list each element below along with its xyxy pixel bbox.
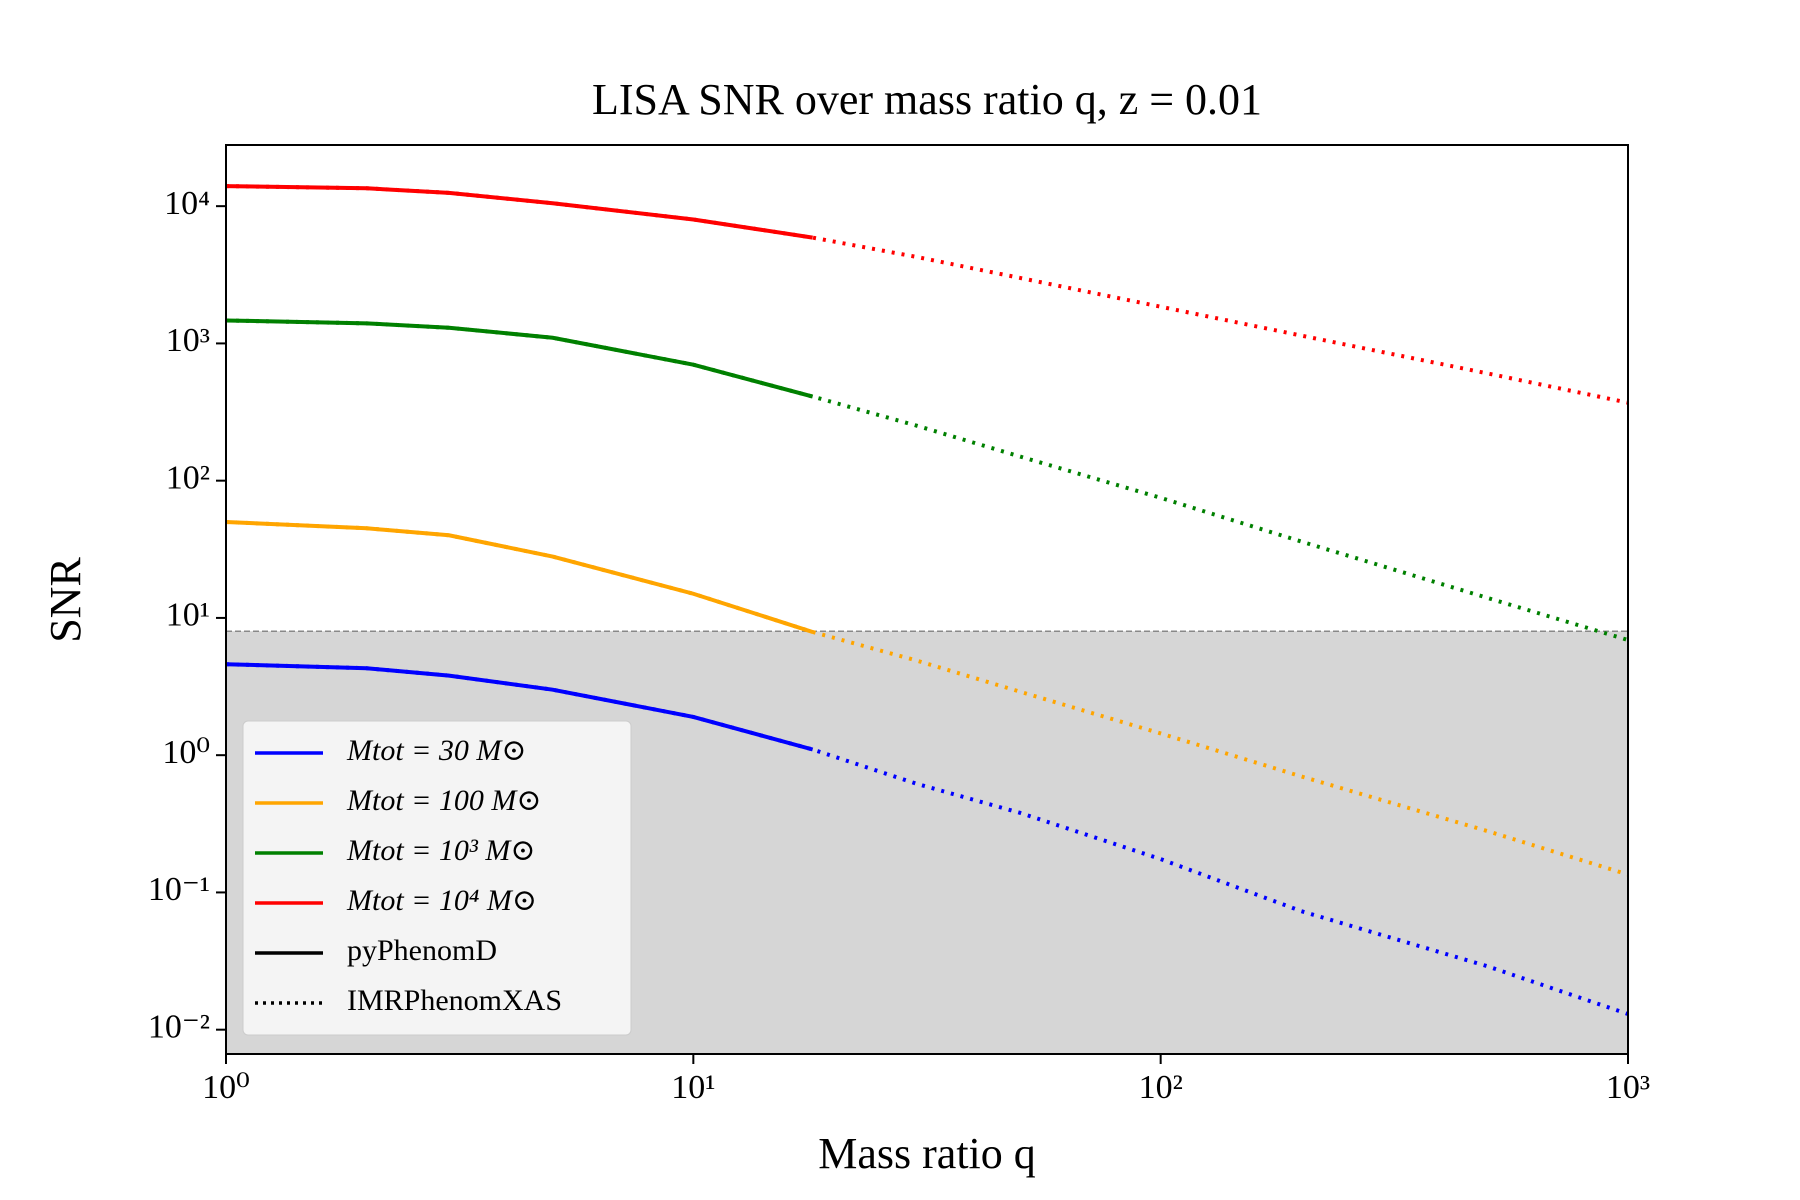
y-tick-label: 10⁻¹ xyxy=(148,871,210,908)
legend-label: Mtot = 10⁴ M⊙ xyxy=(346,884,537,917)
series-line xyxy=(225,519,814,634)
x-tick-label: 10¹ xyxy=(671,1069,715,1106)
legend-label: Mtot = 30 M⊙ xyxy=(346,734,527,767)
plot-frame xyxy=(225,144,1629,1055)
x-tick-label: 10³ xyxy=(1606,1069,1650,1106)
series-line xyxy=(225,662,1629,1016)
y-tick-label: 10⁰ xyxy=(162,734,210,771)
x-axis-label: Mass ratio q xyxy=(818,1129,1036,1178)
y-tick-label: 10² xyxy=(166,459,210,496)
y-tick-label: 10³ xyxy=(166,322,210,359)
legend-label: IMRPhenomXAS xyxy=(347,984,562,1017)
y-tick-label: 10⁻² xyxy=(148,1008,210,1045)
x-tick-label: 10² xyxy=(1139,1069,1183,1106)
series-line xyxy=(225,318,814,399)
y-tick-label: 10¹ xyxy=(166,597,210,634)
legend-label: pyPhenomD xyxy=(347,934,497,967)
y-axis-label: SNR xyxy=(41,557,90,643)
series-line xyxy=(225,662,814,752)
x-tick-label: 10⁰ xyxy=(202,1069,250,1106)
series-line xyxy=(225,318,1629,642)
legend-box xyxy=(242,720,632,1036)
chart-title: LISA SNR over mass ratio q, z = 0.01 xyxy=(592,75,1262,124)
series-line xyxy=(225,184,813,240)
legend-label: Mtot = 10³ M⊙ xyxy=(346,834,536,867)
legend-label: Mtot = 100 M⊙ xyxy=(346,784,542,817)
series-line xyxy=(225,519,1629,877)
series-line xyxy=(225,184,1629,405)
y-tick-label: 10⁴ xyxy=(164,185,210,222)
